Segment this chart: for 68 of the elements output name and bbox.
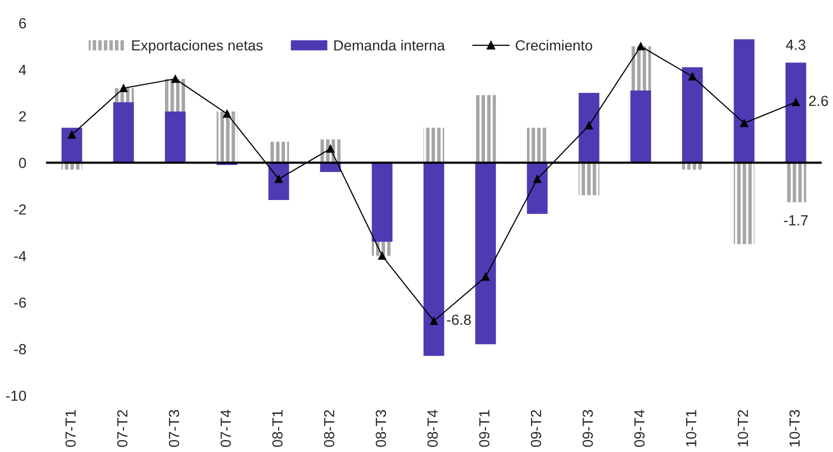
- x-tick-label: 07-T1: [65, 410, 76, 447]
- bar: [630, 46, 652, 91]
- legend-label: Exportaciones netas: [132, 40, 263, 54]
- x-tick-label: 09-T4: [634, 410, 645, 447]
- y-tick-label: -2: [14, 204, 26, 215]
- y-tick-label: 6: [19, 18, 26, 28]
- point: [482, 272, 490, 281]
- point: [274, 174, 283, 183]
- x-tick-label: 08-T3: [376, 410, 386, 447]
- bar: [786, 162, 806, 202]
- x-tick-label: 08-T1: [272, 410, 283, 447]
- bar: [475, 95, 496, 163]
- data-label: 2.6: [809, 96, 828, 106]
- data-label: -1.7: [784, 215, 808, 226]
- bar: [526, 128, 548, 163]
- x-tick-label: 09-T3: [582, 410, 593, 447]
- x-tick-label: 07-T4: [220, 410, 231, 447]
- x-tick-label: 09-T2: [530, 410, 542, 447]
- y-tick-label: -10: [6, 390, 26, 401]
- bar: [578, 92, 600, 163]
- point: [378, 252, 386, 260]
- bar: [216, 111, 238, 163]
- x-tick-label: 07-T3: [168, 410, 180, 447]
- point: [171, 74, 180, 83]
- point: [792, 98, 800, 106]
- point: [740, 119, 748, 128]
- bar: [734, 162, 754, 244]
- data-label: 4.3: [786, 40, 806, 50]
- point: [636, 42, 645, 50]
- x-tick-label: 10-T2: [738, 410, 748, 446]
- bar: [372, 162, 392, 242]
- y-tick-label: -8: [14, 344, 26, 354]
- bar: [164, 111, 186, 163]
- bar: [268, 142, 290, 163]
- y-tick-label: 4: [18, 64, 26, 75]
- point: [120, 84, 128, 92]
- bar: [113, 102, 134, 163]
- bar: [682, 67, 703, 163]
- bar: [424, 128, 444, 163]
- bar: [62, 128, 82, 163]
- x-tick-label: 08-T4: [427, 410, 438, 447]
- bar: [164, 78, 186, 112]
- point: [533, 174, 542, 183]
- bar: [734, 39, 754, 163]
- bar: [372, 242, 392, 256]
- bar: [526, 162, 548, 214]
- bar: [630, 90, 652, 163]
- bar: [786, 62, 806, 163]
- bar: [475, 162, 496, 344]
- data-label: -6.8: [446, 314, 471, 325]
- x-tick-label: 10-T1: [686, 410, 696, 446]
- point: [688, 72, 696, 81]
- point: [223, 110, 231, 118]
- legend-label: Crecimiento: [516, 40, 592, 51]
- bar: [578, 162, 600, 196]
- point: [585, 121, 593, 130]
- x-tick-label: 07-T2: [117, 410, 128, 447]
- y-tick-label: -4: [14, 251, 26, 262]
- y-tick-label: -6: [14, 297, 26, 308]
- point: [68, 130, 76, 139]
- bar: [424, 162, 444, 356]
- legend-label: Demanda interna: [334, 40, 446, 51]
- point: [430, 317, 438, 325]
- y-tick-label: 0: [19, 158, 26, 168]
- x-tick-label: 10-T3: [789, 410, 800, 446]
- x-tick-label: 09-T1: [479, 410, 490, 447]
- y-tick-label: 2: [19, 111, 26, 122]
- x-tick-label: 08-T2: [324, 410, 334, 447]
